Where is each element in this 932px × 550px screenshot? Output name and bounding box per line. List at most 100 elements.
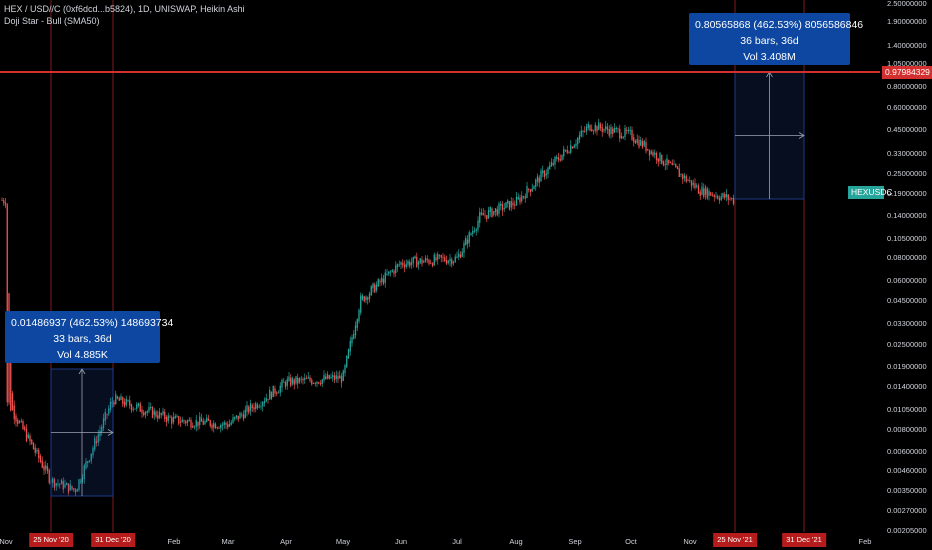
candle-body <box>494 208 497 213</box>
candle-body <box>181 419 183 423</box>
candle-body <box>328 375 330 379</box>
candle-body <box>550 162 553 167</box>
candle-body <box>519 197 521 203</box>
price-tick-label: 0.33000000 <box>887 149 927 158</box>
candle-body <box>276 392 278 394</box>
candle-body <box>284 382 287 388</box>
candle-body <box>463 242 465 253</box>
candle-body <box>374 284 376 293</box>
candle-body <box>613 128 616 133</box>
candle-body <box>720 196 722 200</box>
candle-body <box>426 258 428 261</box>
candle-body <box>370 286 372 296</box>
measure-left-bars: 33 bars, 36d <box>53 333 112 345</box>
measure-left-arrowhead <box>78 368 86 375</box>
candle-body <box>489 207 491 213</box>
candle-body <box>81 478 84 482</box>
candle-body <box>169 416 171 418</box>
candle-body <box>102 418 105 429</box>
candle-body <box>732 198 735 204</box>
hline-price-tag: 0.97984329 <box>882 66 932 79</box>
candle-body <box>297 377 299 384</box>
candle-body <box>715 195 717 197</box>
candle-body <box>246 405 248 412</box>
candle-body <box>624 128 626 138</box>
candle-body <box>265 397 267 402</box>
candle-body <box>55 483 57 486</box>
candle-body <box>281 379 283 388</box>
candle-body <box>41 460 43 468</box>
candle-body <box>556 156 558 159</box>
date-tick-label: Mar <box>221 537 235 546</box>
candle-body <box>673 164 675 165</box>
candle-body <box>27 434 29 438</box>
candle-body <box>190 419 192 428</box>
measure-left-change: 0.01486937 (462.53%) 148693734 <box>11 317 174 329</box>
candle-body <box>248 406 250 413</box>
candle-body <box>234 416 236 419</box>
candle-body <box>109 401 112 410</box>
candle-body <box>680 174 682 175</box>
candle-body <box>648 149 651 156</box>
candle-body <box>461 251 463 257</box>
candle-body <box>540 170 542 182</box>
candle-body <box>172 417 175 423</box>
candle-body <box>697 185 700 194</box>
candle-body <box>731 197 733 199</box>
price-tick-label: 0.80000000 <box>887 82 927 91</box>
candle-body <box>17 420 19 424</box>
candle-body <box>459 254 462 258</box>
candle-body <box>95 440 98 444</box>
candle-body <box>717 196 719 199</box>
candle-body <box>53 479 56 488</box>
candle-body <box>277 392 280 394</box>
candle-body <box>626 130 628 132</box>
candle-body <box>536 176 539 182</box>
candle-body <box>396 264 399 268</box>
candle-body <box>272 385 274 397</box>
candle-body <box>337 376 339 380</box>
candle-body <box>727 194 729 200</box>
candle-body <box>349 340 351 352</box>
measure-right-arrowhead <box>798 132 805 139</box>
date-tick-label: Feb <box>858 537 872 546</box>
candle-body <box>242 414 245 420</box>
candle-body <box>381 277 383 282</box>
candle-body <box>32 442 35 450</box>
candle-body <box>379 280 381 283</box>
candle-body <box>417 261 420 265</box>
candle-body <box>706 188 708 199</box>
price-tick-label: 0.10500000 <box>887 234 927 243</box>
candle-body <box>150 406 152 409</box>
candle-body <box>619 129 621 139</box>
candle-body <box>148 406 150 412</box>
candle-body <box>123 402 126 407</box>
candle-body <box>291 378 294 384</box>
candle-body <box>627 129 630 132</box>
candle-body <box>267 398 269 400</box>
candle-body <box>501 204 504 211</box>
candle-body <box>251 405 253 408</box>
candle-body <box>162 410 164 415</box>
price-tick-label: 0.14000000 <box>887 211 927 220</box>
candle-body <box>354 325 357 336</box>
candle-body <box>573 145 575 148</box>
date-tick-label: Jun <box>394 537 408 546</box>
price-tick-label: 0.06000000 <box>887 276 927 285</box>
candle-body <box>304 377 306 380</box>
price-tick-label: 0.19000000 <box>887 189 927 198</box>
candle-body <box>652 151 654 156</box>
candle-body <box>66 483 68 486</box>
candle-body <box>204 421 206 424</box>
candle-body <box>475 229 477 232</box>
candle-body <box>269 389 271 400</box>
candle-body <box>615 128 617 130</box>
candle-body <box>584 131 586 132</box>
candle-body <box>130 404 133 411</box>
candle-body <box>510 201 512 208</box>
candle-body <box>258 406 260 408</box>
candle-body <box>125 398 127 406</box>
candle-body <box>4 202 7 206</box>
candle-body <box>638 139 640 148</box>
